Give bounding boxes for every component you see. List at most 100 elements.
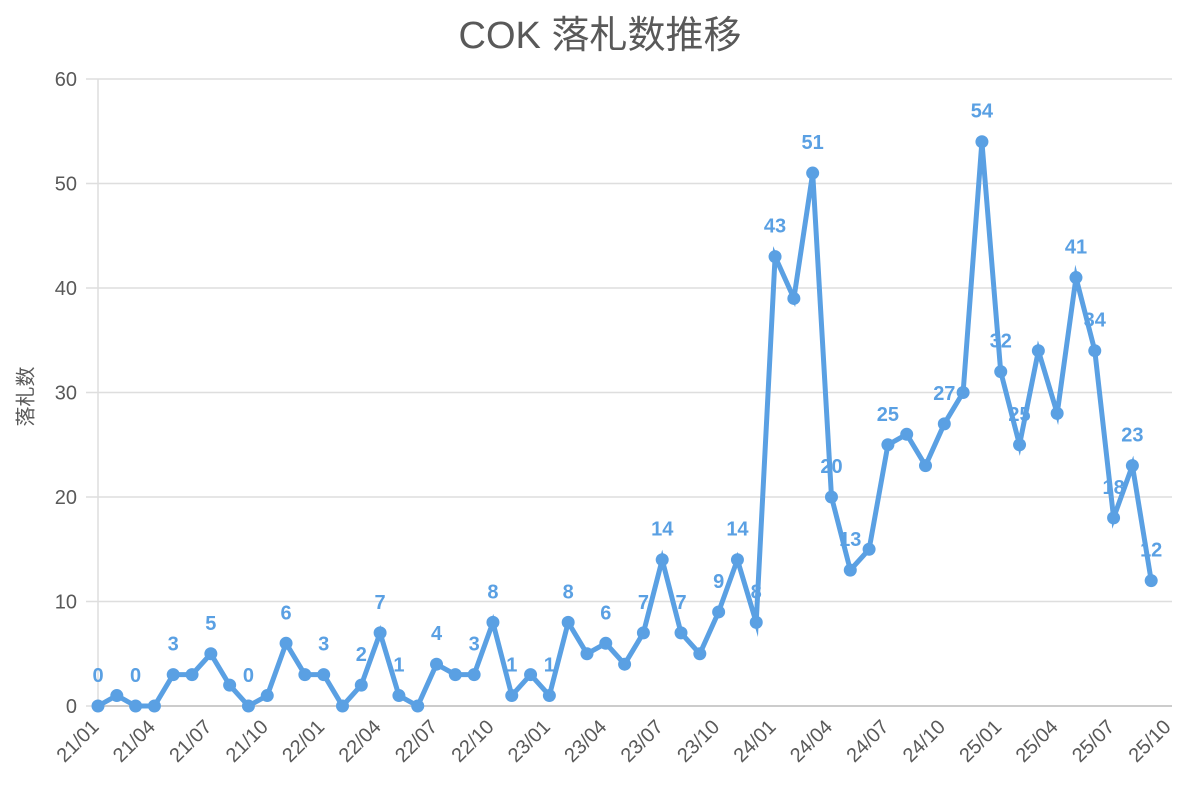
data-point	[486, 615, 500, 629]
data-point	[1107, 511, 1121, 525]
x-tick-label: 25/04	[1012, 716, 1063, 767]
y-tick-label: 50	[55, 174, 77, 196]
data-label: 7	[375, 592, 386, 614]
x-tick-label: 21/10	[222, 716, 273, 767]
data-label: 7	[675, 592, 686, 614]
data-point	[317, 668, 331, 682]
data-label: 18	[1102, 477, 1124, 499]
data-label: 8	[487, 581, 498, 603]
data-label: 1	[506, 655, 517, 677]
data-point	[730, 553, 744, 567]
data-label: 9	[713, 571, 724, 593]
data-point	[881, 438, 895, 452]
data-label: 0	[130, 665, 141, 687]
data-point	[335, 699, 349, 713]
data-point	[580, 647, 594, 661]
data-point	[1144, 574, 1158, 588]
data-point	[787, 291, 801, 305]
y-tick-label: 10	[55, 592, 77, 614]
data-point	[1031, 344, 1045, 358]
data-label: 41	[1065, 237, 1087, 259]
data-point	[1125, 459, 1139, 473]
data-point	[693, 647, 707, 661]
data-label: 0	[92, 665, 103, 687]
data-point	[1050, 406, 1064, 420]
data-point	[392, 689, 406, 703]
data-label: 2	[356, 644, 367, 666]
data-label: 3	[318, 634, 329, 656]
data-label: 0	[243, 665, 254, 687]
data-label: 8	[563, 581, 574, 603]
data-point	[185, 668, 199, 682]
y-tick-label: 20	[55, 487, 77, 509]
data-point	[712, 605, 726, 619]
data-label: 43	[764, 216, 786, 238]
data-point	[91, 699, 105, 713]
data-point	[956, 386, 970, 399]
x-tick-label: 24/07	[842, 716, 893, 767]
data-label: 12	[1140, 540, 1162, 562]
data-label: 25	[1008, 404, 1030, 426]
data-point	[768, 250, 782, 264]
data-point	[1088, 344, 1102, 358]
x-tick-label: 23/04	[560, 716, 611, 767]
data-point	[373, 626, 387, 640]
data-label: 3	[469, 634, 480, 656]
data-point	[1069, 271, 1083, 285]
data-point	[862, 542, 876, 556]
data-point	[467, 668, 481, 682]
data-point	[241, 699, 255, 713]
y-tick-label: 30	[55, 383, 77, 405]
gridlines	[86, 78, 1172, 707]
data-label: 1	[544, 655, 555, 677]
data-point	[824, 490, 838, 504]
data-point	[994, 365, 1008, 379]
data-point	[542, 689, 556, 703]
data-point	[900, 427, 914, 441]
data-point	[937, 417, 951, 431]
data-label: 8	[751, 581, 762, 603]
data-label: 4	[431, 623, 443, 645]
x-tick-label: 24/10	[899, 716, 950, 767]
data-point	[505, 689, 519, 703]
data-label: 34	[1084, 310, 1107, 332]
data-point	[448, 668, 462, 682]
data-label: 14	[726, 519, 749, 541]
x-tick-label: 23/07	[617, 716, 668, 767]
x-tick-label: 23/10	[673, 716, 724, 767]
data-label: 6	[281, 602, 292, 624]
x-tick-label: 22/07	[391, 716, 442, 767]
data-point	[147, 699, 161, 713]
data-label: 3	[168, 634, 179, 656]
x-tick-label: 21/04	[109, 716, 160, 767]
y-tick-label: 60	[55, 69, 77, 91]
data-label: 27	[933, 383, 955, 405]
data-point	[166, 668, 180, 682]
data-point	[599, 636, 613, 650]
chart-title: COK 落札数推移	[458, 15, 742, 57]
data-label: 13	[839, 529, 861, 551]
x-tick-label: 22/04	[335, 716, 386, 767]
data-point	[279, 636, 293, 650]
data-label: 51	[802, 132, 824, 154]
data-point	[561, 615, 575, 629]
data-label: 14	[651, 519, 674, 541]
data-point	[524, 668, 538, 682]
data-label: 54	[971, 101, 994, 123]
data-label: 7	[638, 592, 649, 614]
data-point	[430, 657, 444, 671]
data-point	[843, 563, 857, 577]
y-tick-label: 0	[66, 696, 77, 718]
data-point	[806, 166, 820, 180]
data-point	[129, 699, 143, 713]
x-axis-ticks: 21/01 21/04 21/07 21/10 22/01 22/04 22/07 22/10…	[53, 716, 1176, 767]
data-point	[204, 647, 218, 661]
data-point	[260, 689, 274, 703]
data-point	[749, 615, 763, 629]
data-label: 32	[990, 331, 1012, 353]
x-tick-label: 22/01	[278, 716, 329, 767]
x-tick-label: 25/01	[955, 716, 1006, 767]
data-point	[919, 459, 933, 473]
